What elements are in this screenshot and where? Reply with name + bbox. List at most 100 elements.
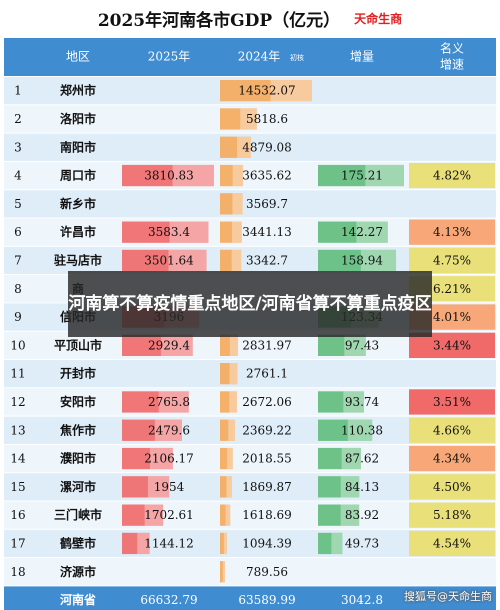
- cell-rank: 13: [10, 423, 25, 437]
- bar-gdp2024-fade: [232, 164, 244, 187]
- total-increase: 3042.8: [341, 593, 383, 607]
- cell-gdp2024: 2369.22: [242, 423, 292, 437]
- bar-increase-fade: [347, 419, 373, 441]
- cell-increase: 49.73: [345, 536, 379, 550]
- cell-growth: 4.54%: [433, 536, 471, 550]
- cell-growth: 5.18%: [433, 508, 471, 522]
- bar-increase-fade: [331, 532, 343, 555]
- growth-cell: [409, 445, 495, 472]
- header-row: [4, 38, 496, 76]
- bar-gdp2025-fade: [137, 532, 150, 555]
- header-growth-line2: 增速: [440, 58, 464, 72]
- bar-gdp2024: [220, 532, 227, 555]
- bar-gdp2025: [122, 419, 182, 441]
- bar-increase-fade: [365, 164, 404, 187]
- bar-gdp2025: [122, 504, 164, 526]
- total-region: 河南省: [59, 592, 96, 607]
- bar-gdp2024-fade: [236, 136, 251, 158]
- bar-gdp2024-fade: [225, 504, 231, 526]
- cell-growth: 4.66%: [433, 423, 471, 437]
- bar-gdp2024-fade: [228, 419, 235, 441]
- cell-growth: 4.75%: [433, 253, 471, 267]
- cell-growth: 3.51%: [433, 395, 471, 409]
- cell-growth: 4.13%: [433, 225, 471, 239]
- growth-cell: [409, 417, 495, 443]
- growth-cell: [409, 162, 495, 189]
- cell-region: 鹤壁市: [60, 535, 96, 550]
- bar-gdp2025: [122, 334, 193, 356]
- cell-gdp2024: 789.56: [246, 565, 288, 579]
- bar-gdp2024: [220, 80, 312, 102]
- bar-gdp2024-fade: [229, 334, 238, 356]
- bar-increase-fade: [340, 476, 360, 498]
- header-growth-line1: 名义: [440, 41, 464, 56]
- cell-gdp2024: 1618.69: [242, 508, 292, 522]
- cell-region: 开封市: [60, 366, 96, 381]
- cell-gdp2025: 1954: [154, 480, 185, 494]
- cell-growth: 6.21%: [433, 282, 471, 296]
- cell-region: 平顶山市: [54, 337, 102, 352]
- cell-region: 洛阳市: [60, 111, 96, 126]
- bar-increase-fade: [356, 221, 388, 243]
- bar-increase: [318, 476, 360, 498]
- cell-region: 漯河市: [60, 479, 96, 494]
- cell-rank: 17: [10, 536, 25, 550]
- cell-increase: 87.62: [345, 452, 379, 466]
- cell-rank: 15: [10, 480, 25, 494]
- cell-region: 焦作市: [59, 422, 96, 437]
- cell-gdp2024: 3441.13: [242, 225, 292, 239]
- cell-rank: 1: [14, 84, 22, 98]
- cell-rank: 2: [14, 112, 22, 126]
- cell-region: 驻马店市: [54, 252, 102, 267]
- bar-increase: [318, 504, 360, 526]
- bar-gdp2024: [220, 136, 251, 158]
- bar-gdp2025-fade: [149, 447, 173, 470]
- bar-gdp2025-fade: [158, 391, 189, 413]
- cell-rank: 7: [14, 253, 22, 267]
- overlay-banner: 河南算不算疫情重点地区/河南省算不算重点疫区: [68, 271, 432, 337]
- bar-gdp2025-fade: [168, 249, 207, 272]
- cell-rank: 16: [10, 508, 25, 522]
- cell-region: 濮阳市: [60, 451, 96, 466]
- cell-increase: 175.21: [341, 169, 383, 183]
- cell-gdp2025: 2765.8: [148, 395, 190, 409]
- total-row: [4, 586, 496, 610]
- cell-rank: 11: [10, 367, 25, 381]
- bar-gdp2024-fade: [227, 447, 233, 470]
- bar-gdp2024: [220, 249, 242, 272]
- bar-gdp2025-fade: [154, 419, 182, 441]
- chart-title: 2025年河南各市GDP（亿元）: [97, 10, 341, 31]
- cell-rank: 14: [10, 452, 26, 466]
- cell-gdp2024: 3342.7: [246, 253, 288, 267]
- cell-increase: 110.38: [341, 423, 383, 437]
- bar-increase: [318, 447, 362, 470]
- table-row: [4, 360, 496, 388]
- bar-gdp2024: [220, 391, 237, 413]
- cell-gdp2024: 2018.55: [242, 452, 292, 466]
- cell-gdp2025: 3583.4: [148, 225, 190, 239]
- bar-increase-fade: [341, 447, 362, 470]
- bar-gdp2024-fade: [222, 561, 225, 583]
- bar-gdp2024: [220, 164, 244, 187]
- bar-gdp2024-fade: [232, 193, 243, 215]
- bar-gdp2025: [122, 164, 214, 187]
- growth-cell: [409, 474, 495, 500]
- bar-gdp2024-fade: [226, 476, 232, 498]
- cell-gdp2024: 3569.7: [246, 197, 288, 211]
- cell-increase: 93.74: [345, 395, 380, 409]
- bar-gdp2024-fade: [223, 532, 227, 555]
- bar-increase: [318, 419, 373, 441]
- bar-gdp2024: [220, 193, 243, 215]
- cell-gdp2025: 3501.64: [144, 253, 194, 267]
- bar-increase: [318, 532, 343, 555]
- bar-gdp2024: [220, 221, 242, 243]
- bar-gdp2024-fade: [231, 221, 242, 243]
- cell-region: 安阳市: [60, 394, 96, 409]
- cell-rank: 6: [14, 225, 22, 239]
- cell-gdp2024: 2672.06: [242, 395, 292, 409]
- bar-gdp2025: [122, 221, 209, 243]
- bar-increase: [318, 334, 366, 356]
- cell-gdp2025: 3810.83: [144, 169, 194, 183]
- bar-gdp2025: [122, 476, 170, 498]
- bar-gdp2024: [220, 419, 235, 441]
